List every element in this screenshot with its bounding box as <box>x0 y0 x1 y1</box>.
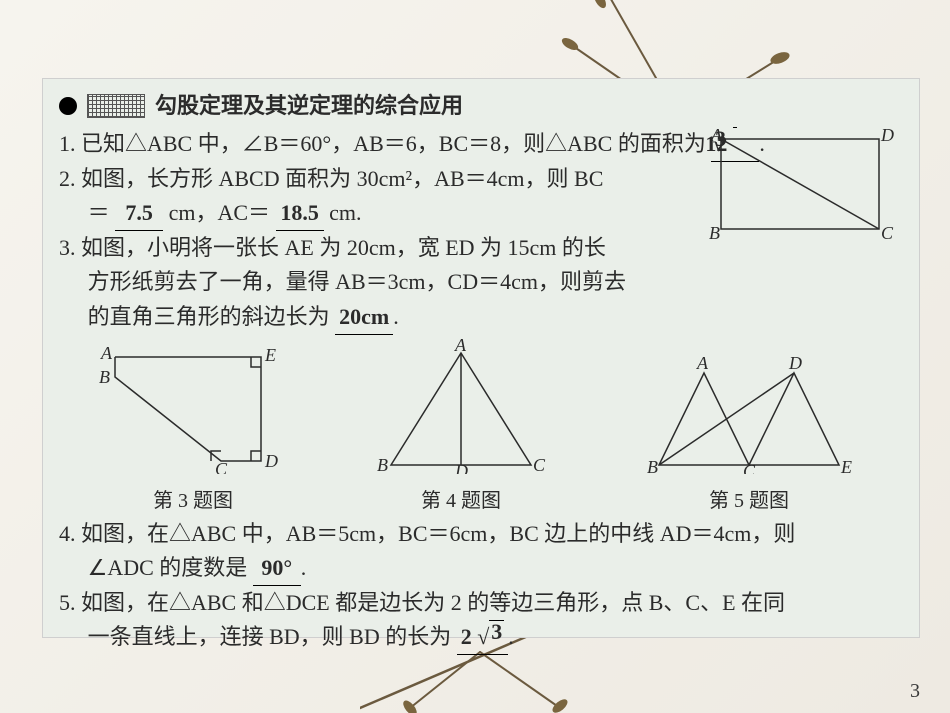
hatch-icon <box>87 94 145 118</box>
q2-l1: 2. 如图，长方形 ABCD 面积为 30cm²，AB＝4cm，则 BC <box>59 166 603 191</box>
question-4-line1: 4. 如图，在△ABC 中，AB＝5cm，BC＝6cm，BC 边上的中线 AD＝… <box>59 517 903 551</box>
q5-l2a: 一条直线上，连接 BD，则 BD 的长为 <box>88 624 452 649</box>
caption-4: 第 4 题图 <box>361 486 561 517</box>
question-4-line2: ∠ADC 的度数是 90°. <box>59 551 903 586</box>
svg-text:A: A <box>696 353 709 373</box>
q3-l2: 方形纸剪去了一角，量得 AB＝3cm，CD＝4cm，则剪去 <box>88 269 626 294</box>
svg-text:E: E <box>264 345 276 365</box>
q3-l1: 3. 如图，小明将一张长 AE 为 20cm，宽 ED 为 15cm 的长 <box>59 235 606 260</box>
bullet-icon <box>59 97 77 115</box>
q4-l2b: . <box>301 555 307 580</box>
q5-answer: 2 √3 <box>457 620 509 655</box>
q3-l3a: 的直角三角形的斜边长为 <box>88 304 330 329</box>
figure-5: A D B C E 第 5 题图 <box>629 339 869 517</box>
svg-text:A: A <box>100 343 113 363</box>
page-number: 3 <box>910 680 920 703</box>
svg-text:C: C <box>743 461 756 474</box>
q5-ans-rad: 3 <box>489 620 504 643</box>
q5-ans-num: 2 <box>461 624 472 649</box>
lbl-A: A <box>710 125 723 145</box>
q2-eq: ＝ <box>88 200 110 225</box>
svg-text:C: C <box>215 459 228 474</box>
figure-row: A E D C B 第 3 题图 A B C D <box>59 339 903 517</box>
q2-ans2: 18.5 <box>276 196 324 231</box>
q1-text: 1. 已知△ABC 中，∠B＝60°，AB＝6，BC＝8，则△ABC 的面积为 <box>59 131 706 156</box>
question-3-line3: 的直角三角形的斜边长为 20cm. <box>59 300 903 335</box>
svg-text:E: E <box>840 457 852 474</box>
figure-4: A B C D 第 4 题图 <box>361 339 561 517</box>
section-title: 勾股定理及其逆定理的综合应用 <box>155 89 463 123</box>
q2-tail: cm. <box>329 200 361 225</box>
svg-text:C: C <box>533 455 546 474</box>
q3-l3b: . <box>393 304 399 329</box>
lbl-B: B <box>709 223 720 243</box>
q4-answer: 90° <box>253 551 301 586</box>
svg-text:A: A <box>454 339 467 355</box>
lbl-C: C <box>881 223 894 243</box>
question-5-line2: 一条直线上，连接 BD，则 BD 的长为 2 √3 . <box>59 620 903 655</box>
section-title-row: 勾股定理及其逆定理的综合应用 <box>59 89 903 123</box>
content-panel: 勾股定理及其逆定理的综合应用 1. 已知△ABC 中，∠B＝60°，AB＝6，B… <box>42 78 920 638</box>
caption-5: 第 5 题图 <box>629 486 869 517</box>
caption-3: 第 3 题图 <box>93 486 293 517</box>
question-5-line1: 5. 如图，在△ABC 和△DCE 都是边长为 2 的等边三角形，点 B、C、E… <box>59 586 903 620</box>
q2-ans1: 7.5 <box>115 196 163 231</box>
figure-rectangle-q2: A D B C <box>705 125 895 253</box>
q3-answer: 20cm <box>335 300 393 335</box>
question-3-line2: 方形纸剪去了一角，量得 AB＝3cm，CD＝4cm，则剪去 <box>59 265 903 299</box>
lbl-D: D <box>880 125 894 145</box>
svg-text:B: B <box>377 455 388 474</box>
svg-text:B: B <box>647 457 658 474</box>
svg-text:D: D <box>788 353 802 373</box>
svg-text:D: D <box>454 461 468 474</box>
svg-text:D: D <box>264 451 278 471</box>
q5-l1: 5. 如图，在△ABC 和△DCE 都是边长为 2 的等边三角形，点 B、C、E… <box>59 590 785 615</box>
q5-l2b: . <box>508 624 514 649</box>
q4-l2a: ∠ADC 的度数是 <box>88 555 248 580</box>
svg-text:B: B <box>99 367 110 387</box>
q4-l1: 4. 如图，在△ABC 中，AB＝5cm，BC＝6cm，BC 边上的中线 AD＝… <box>59 521 795 546</box>
q2-mid: cm，AC＝ <box>169 200 270 225</box>
figure-3: A E D C B 第 3 题图 <box>93 339 293 517</box>
